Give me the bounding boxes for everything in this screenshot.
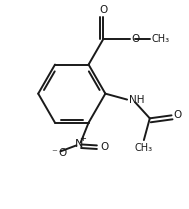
Text: O: O xyxy=(59,148,67,158)
Text: O: O xyxy=(132,34,140,44)
Text: +: + xyxy=(80,134,87,143)
Text: O: O xyxy=(100,142,108,152)
Text: O: O xyxy=(174,110,182,120)
Text: CH₃: CH₃ xyxy=(151,34,170,44)
Text: N: N xyxy=(74,139,83,149)
Text: ⁻: ⁻ xyxy=(51,148,57,158)
Text: NH: NH xyxy=(129,94,144,104)
Text: O: O xyxy=(99,5,108,15)
Text: CH₃: CH₃ xyxy=(135,143,153,153)
